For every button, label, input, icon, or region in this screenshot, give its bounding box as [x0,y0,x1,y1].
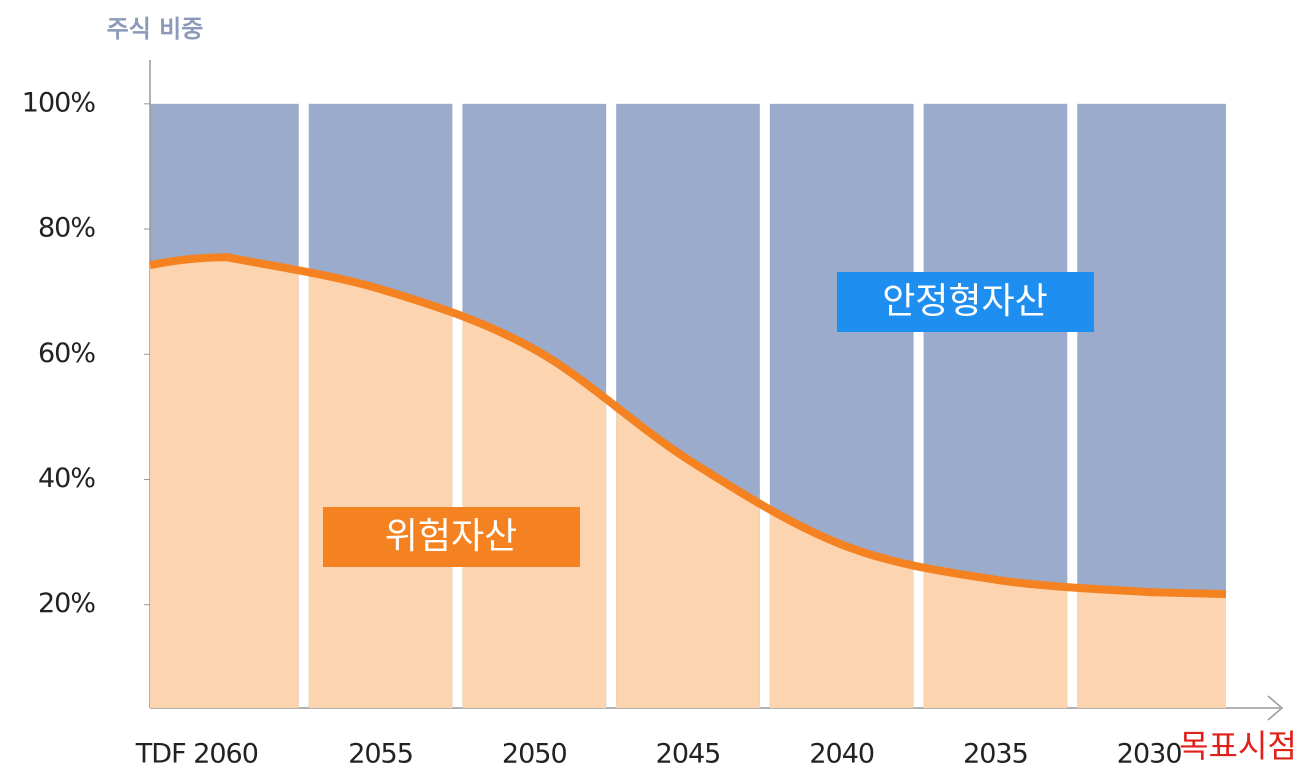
line [222,253,1154,597]
x-tick-label: 2050 [502,739,567,770]
y-tick-label: 40% [38,463,95,494]
x-tick-label: 2055 [348,739,413,770]
x-tick-label: 2040 [809,739,874,770]
background-label: 안정형자산 [882,281,1048,322]
y-tick-label: 80% [38,213,95,244]
x-tick-label: 2035 [963,739,1028,770]
x-tick-label: 2045 [656,739,721,770]
x-axis-label: 목표시점 [1179,727,1297,765]
series-label-box [323,507,580,567]
line-tail [1149,588,1227,599]
area [150,257,1226,708]
y-axis-label: 주식 비중 [107,15,204,43]
area-edge [149,253,227,270]
y-tick-label: 60% [38,338,95,369]
series-label: 위험자산 [385,516,517,557]
y-tick-label: 100% [22,87,96,118]
y-tick-label: 20% [38,588,95,619]
background-label-box [837,272,1094,332]
x-axis-arrow [1267,695,1284,721]
x-tick-label: TDF 2060 [135,739,258,770]
x-tick-label: 2030 [1117,739,1182,770]
